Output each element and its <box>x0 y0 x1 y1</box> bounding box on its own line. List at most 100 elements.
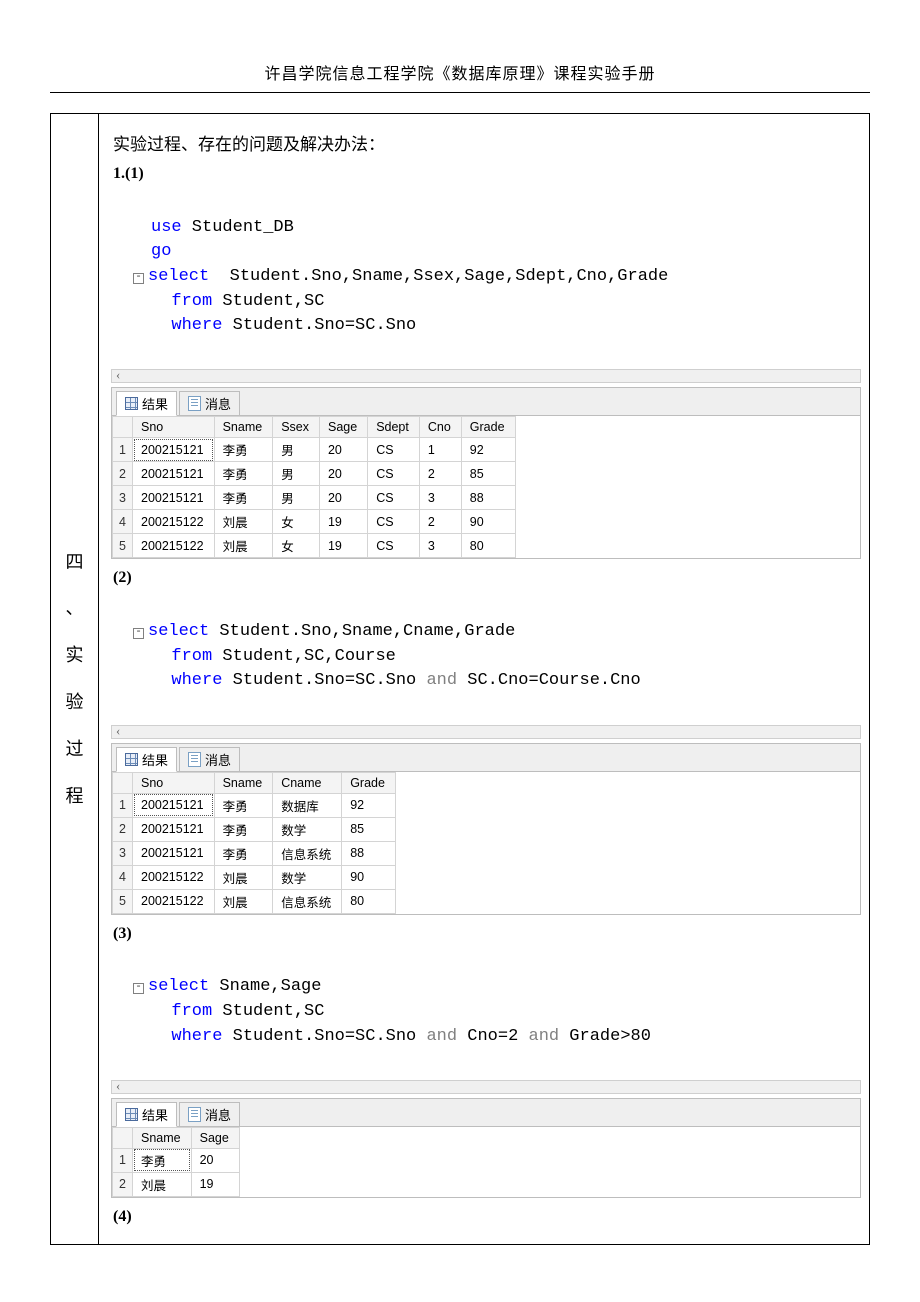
column-header[interactable]: Sage <box>191 1127 239 1148</box>
tab-results[interactable]: 结果 <box>116 747 177 772</box>
cell[interactable]: 3 <box>419 486 461 510</box>
column-header[interactable]: Ssex <box>273 417 320 438</box>
result-table[interactable]: SnameSage1李勇202刘晨19 <box>112 1127 240 1197</box>
cell[interactable]: 200215121 <box>133 462 215 486</box>
table-row[interactable]: 4200215122刘晨女19CS290 <box>113 510 516 534</box>
cell[interactable]: 3 <box>419 534 461 558</box>
column-header[interactable]: Cname <box>273 772 342 793</box>
cell[interactable]: 李勇 <box>214 793 273 817</box>
tab-messages[interactable]: 消息 <box>179 747 240 772</box>
cell[interactable]: 李勇 <box>133 1148 192 1172</box>
tab-messages[interactable]: 消息 <box>179 1102 240 1127</box>
cell[interactable]: 19 <box>191 1172 239 1196</box>
tab-results[interactable]: 结果 <box>116 391 177 416</box>
cell[interactable]: 男 <box>273 438 320 462</box>
column-header[interactable]: Sno <box>133 417 215 438</box>
cell[interactable]: 刘晨 <box>214 889 273 913</box>
cell[interactable]: 88 <box>342 841 396 865</box>
fold-icon[interactable]: - <box>133 628 144 639</box>
cell[interactable]: 200215121 <box>133 817 215 841</box>
cell[interactable]: 200215121 <box>133 793 215 817</box>
cell[interactable]: 200215122 <box>133 865 215 889</box>
cell[interactable]: 80 <box>342 889 396 913</box>
cell[interactable]: 90 <box>342 865 396 889</box>
sql-editor-2[interactable]: -select Student.Sno,Sname,Cname,Grade fr… <box>111 591 861 722</box>
table-row[interactable]: 2刘晨19 <box>113 1172 240 1196</box>
cell[interactable]: 刘晨 <box>214 865 273 889</box>
cell[interactable]: CS <box>368 510 420 534</box>
cell[interactable]: 200215122 <box>133 534 215 558</box>
cell[interactable]: 85 <box>461 462 515 486</box>
column-header[interactable]: Sname <box>214 417 273 438</box>
cell[interactable]: 92 <box>342 793 396 817</box>
cell[interactable]: 88 <box>461 486 515 510</box>
cell[interactable]: 19 <box>319 534 367 558</box>
column-header[interactable]: Grade <box>342 772 396 793</box>
sql-editor-3[interactable]: -select Sname,Sage from Student,SC where… <box>111 947 861 1078</box>
cell[interactable]: 男 <box>273 462 320 486</box>
cell[interactable]: 20 <box>191 1148 239 1172</box>
column-header[interactable]: Sname <box>214 772 273 793</box>
cell[interactable]: 2 <box>419 462 461 486</box>
cell[interactable]: 200215121 <box>133 438 215 462</box>
table-row[interactable]: 5200215122刘晨女19CS380 <box>113 534 516 558</box>
cell[interactable]: 刘晨 <box>214 510 273 534</box>
cell[interactable]: CS <box>368 462 420 486</box>
table-row[interactable]: 2200215121李勇数学85 <box>113 817 396 841</box>
cell[interactable]: 200215122 <box>133 889 215 913</box>
h-scrollbar[interactable] <box>111 725 861 739</box>
cell[interactable]: 李勇 <box>214 462 273 486</box>
cell[interactable]: 90 <box>461 510 515 534</box>
result-table[interactable]: SnoSnameCnameGrade1200215121李勇数据库9222002… <box>112 772 396 914</box>
cell[interactable]: 85 <box>342 817 396 841</box>
fold-icon[interactable]: - <box>133 983 144 994</box>
cell[interactable]: 信息系统 <box>273 889 342 913</box>
sql-editor-1[interactable]: use Student_DB go -select Student.Sno,Sn… <box>111 187 861 367</box>
result-table[interactable]: SnoSnameSsexSageSdeptCnoGrade1200215121李… <box>112 416 516 558</box>
table-row[interactable]: 3200215121李勇男20CS388 <box>113 486 516 510</box>
cell[interactable]: 信息系统 <box>273 841 342 865</box>
column-header[interactable]: Sname <box>133 1127 192 1148</box>
cell[interactable]: 女 <box>273 534 320 558</box>
table-row[interactable]: 1200215121李勇数据库92 <box>113 793 396 817</box>
cell[interactable]: 李勇 <box>214 438 273 462</box>
cell[interactable]: 80 <box>461 534 515 558</box>
cell[interactable]: 1 <box>419 438 461 462</box>
cell[interactable]: 刘晨 <box>214 534 273 558</box>
cell[interactable]: 200215122 <box>133 510 215 534</box>
cell[interactable]: 李勇 <box>214 841 273 865</box>
fold-icon[interactable]: - <box>133 273 144 284</box>
column-header[interactable]: Sno <box>133 772 215 793</box>
cell[interactable]: 19 <box>319 510 367 534</box>
column-header[interactable]: Sage <box>319 417 367 438</box>
h-scrollbar[interactable] <box>111 369 861 383</box>
cell[interactable]: 李勇 <box>214 817 273 841</box>
cell[interactable]: 200215121 <box>133 486 215 510</box>
cell[interactable]: 2 <box>419 510 461 534</box>
tab-results[interactable]: 结果 <box>116 1102 177 1127</box>
cell[interactable]: 刘晨 <box>133 1172 192 1196</box>
table-row[interactable]: 4200215122刘晨数学90 <box>113 865 396 889</box>
table-row[interactable]: 3200215121李勇信息系统88 <box>113 841 396 865</box>
cell[interactable]: 数学 <box>273 865 342 889</box>
cell[interactable]: 男 <box>273 486 320 510</box>
column-header[interactable]: Cno <box>419 417 461 438</box>
cell[interactable]: 女 <box>273 510 320 534</box>
cell[interactable]: CS <box>368 438 420 462</box>
table-row[interactable]: 1李勇20 <box>113 1148 240 1172</box>
cell[interactable]: 20 <box>319 462 367 486</box>
column-header[interactable]: Sdept <box>368 417 420 438</box>
cell[interactable]: 数据库 <box>273 793 342 817</box>
cell[interactable]: CS <box>368 534 420 558</box>
table-row[interactable]: 2200215121李勇男20CS285 <box>113 462 516 486</box>
cell[interactable]: 20 <box>319 486 367 510</box>
cell[interactable]: 数学 <box>273 817 342 841</box>
column-header[interactable]: Grade <box>461 417 515 438</box>
cell[interactable]: CS <box>368 486 420 510</box>
table-row[interactable]: 1200215121李勇男20CS192 <box>113 438 516 462</box>
tab-messages[interactable]: 消息 <box>179 391 240 416</box>
table-row[interactable]: 5200215122刘晨信息系统80 <box>113 889 396 913</box>
cell[interactable]: 200215121 <box>133 841 215 865</box>
cell[interactable]: 20 <box>319 438 367 462</box>
cell[interactable]: 李勇 <box>214 486 273 510</box>
